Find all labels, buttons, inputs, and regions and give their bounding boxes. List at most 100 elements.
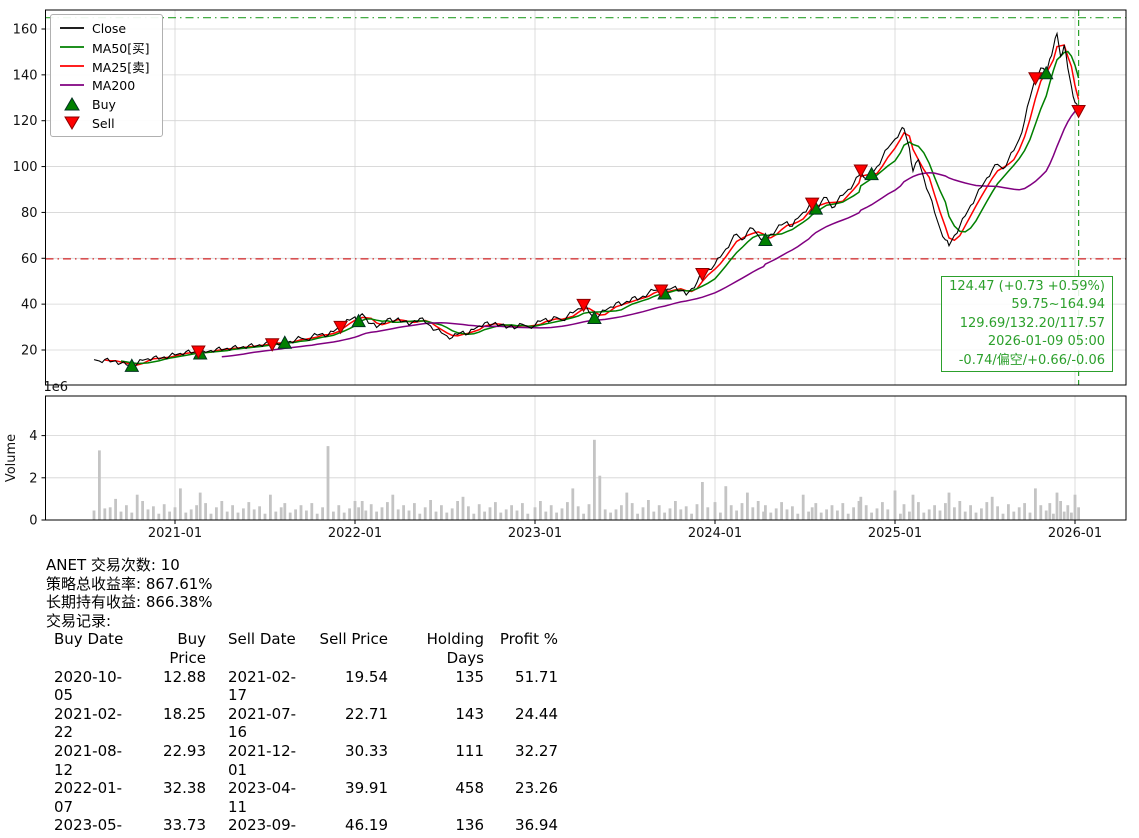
annotation-line: 124.47 (+0.73 +0.59%) — [949, 279, 1105, 294]
volume-axis-label: Volume — [4, 434, 19, 482]
volume-tick-label: 0 — [29, 514, 37, 529]
trade-header-cell: Profit % — [499, 630, 558, 649]
trade-records-title: 交易记录: — [46, 611, 112, 630]
trade-header-cell: Sell Date — [228, 630, 296, 649]
price-tick-label: 120 — [13, 114, 38, 129]
legend-label: Sell — [92, 115, 115, 131]
price-tick-label: 20 — [21, 344, 38, 359]
grid-lines — [45, 10, 1126, 521]
trade-cell: 24.44 — [515, 704, 558, 723]
trade-cell: 143 — [455, 704, 484, 723]
legend-label: Close — [92, 20, 127, 36]
sell-triangle-icon — [59, 116, 85, 130]
sell-marker — [1028, 72, 1043, 86]
buy-marker — [864, 166, 879, 181]
sell-marker — [264, 338, 280, 352]
trade-cell: 2022-01-07 — [54, 779, 123, 816]
buy-marker — [758, 232, 773, 246]
trade-cell: 36.94 — [515, 816, 558, 835]
trade-cell: 458 — [455, 779, 484, 798]
buy-marker — [277, 335, 293, 349]
legend-label: MA25[卖] — [92, 59, 150, 75]
price-panel-border — [45, 9, 1127, 386]
close-line — [93, 31, 1080, 369]
trade-cell: 2023-05-02 — [54, 816, 123, 838]
sell-marker — [333, 320, 348, 335]
legend-item: MA50[买] — [59, 39, 150, 56]
trades-count-line: ANET 交易次数: 10 — [46, 556, 180, 574]
legend-item: MA25[卖] — [59, 58, 150, 75]
sell-marker — [853, 164, 869, 179]
legend-item: Close — [59, 20, 150, 36]
legend-item: MA200 — [59, 77, 150, 93]
axis-ticks-and-labels: 20 40 60 80 100 120 140 160 0 2 4 2021-01 2022-01 202… — [4, 22, 1102, 541]
trade-cell: 22.93 — [163, 741, 206, 760]
sell-marker — [191, 345, 206, 360]
strategy-summary: ANET 交易次数: 10 策略总收益率: 867.61% 长期持有收益: 86… — [46, 556, 558, 838]
trade-header-cell: Buy Price — [169, 630, 206, 667]
ma50-line — [120, 50, 1080, 365]
annotation-line: 129.69/132.20/117.57 — [959, 315, 1105, 331]
date-tick-label: 2023-01 — [508, 526, 562, 541]
strategy-return-line: 策略总收益率: 867.61% — [46, 574, 213, 593]
trade-cell: 32.38 — [163, 779, 206, 798]
legend-line-swatch — [59, 78, 85, 92]
legend-line-swatch — [59, 59, 85, 73]
sell-marker — [653, 284, 669, 298]
volume-bars — [92, 439, 1080, 520]
volume-tick-label: 4 — [29, 429, 37, 444]
trade-cell: 46.19 — [345, 816, 388, 835]
ma200-line — [221, 106, 1080, 358]
price-volume-chart: 20 40 60 80 100 120 140 160 0 2 4 2021-01 2022-01 202… — [4, 9, 1127, 541]
trade-cell: 2023-04-11 — [228, 779, 297, 816]
legend-label: Buy — [92, 96, 116, 112]
trade-cell: 2021-08-12 — [54, 741, 123, 779]
trade-header-cell: Holding Days — [426, 630, 484, 667]
trade-cell: 2021-02-17 — [228, 667, 297, 705]
trade-cell: 51.71 — [515, 667, 558, 686]
date-tick-label: 2021-01 — [148, 526, 202, 541]
buy-marker — [587, 310, 602, 325]
trade-cell: 22.71 — [345, 704, 388, 723]
volume-panel-border — [45, 395, 1127, 521]
trade-header-cell: Buy Date — [54, 630, 124, 649]
legend-label: MA200 — [92, 77, 136, 93]
chart-legend: Close MA50[买] MA25[卖] MA200 Buy Sell — [50, 14, 163, 137]
trade-cell: 12.88 — [163, 667, 206, 686]
price-tick-label: 140 — [13, 68, 38, 83]
price-tick-label: 80 — [21, 206, 38, 221]
trade-cell: 18.25 — [163, 704, 206, 723]
price-tick-label: 60 — [21, 252, 38, 267]
legend-item: Buy — [59, 96, 150, 112]
trade-cell: 2021-12-01 — [228, 741, 297, 779]
trade-cell: 2023-09-15 — [228, 816, 297, 838]
annotation-line: 59.75~164.94 — [1011, 297, 1105, 313]
volume-tick-label: 2 — [29, 471, 37, 486]
trade-cell: 135 — [455, 667, 484, 686]
trade-cell: 32.27 — [515, 741, 558, 760]
trade-cell: 30.33 — [345, 741, 388, 760]
sell-marker — [1071, 104, 1086, 119]
buy-marker — [351, 313, 366, 328]
trade-cell: 39.91 — [345, 779, 388, 798]
trade-records-table: Buy Date Buy Price Sell Date Sell Price Hold… — [46, 630, 558, 838]
latest-quote-annotation: 124.47 (+0.73 +0.59%) 59.75~164.94 129.69/… — [941, 276, 1113, 373]
trade-header-cell: Sell Price — [319, 630, 388, 649]
date-tick-label: 2025-01 — [868, 526, 922, 541]
date-tick-label: 2024-01 — [688, 526, 742, 541]
buy-markers — [124, 65, 1054, 372]
trade-cell: 136 — [455, 816, 484, 835]
annotation-line: -0.74/偏空/+0.66/-0.06 — [958, 352, 1105, 368]
date-tick-label: 2022-01 — [328, 526, 382, 541]
buy-triangle-icon — [59, 97, 85, 111]
trade-cell: 111 — [455, 741, 484, 760]
date-tick-label: 2026-01 — [1048, 526, 1102, 541]
trade-cell: 19.54 — [345, 667, 388, 686]
trade-cell: 2020-10-05 — [54, 667, 123, 705]
annotation-line: 2026-01-09 05:00 — [987, 334, 1105, 350]
trade-cell: 23.26 — [515, 779, 558, 798]
trade-cell: 2021-07-16 — [228, 704, 297, 742]
sell-marker — [695, 268, 710, 282]
price-tick-label: 40 — [21, 298, 38, 313]
